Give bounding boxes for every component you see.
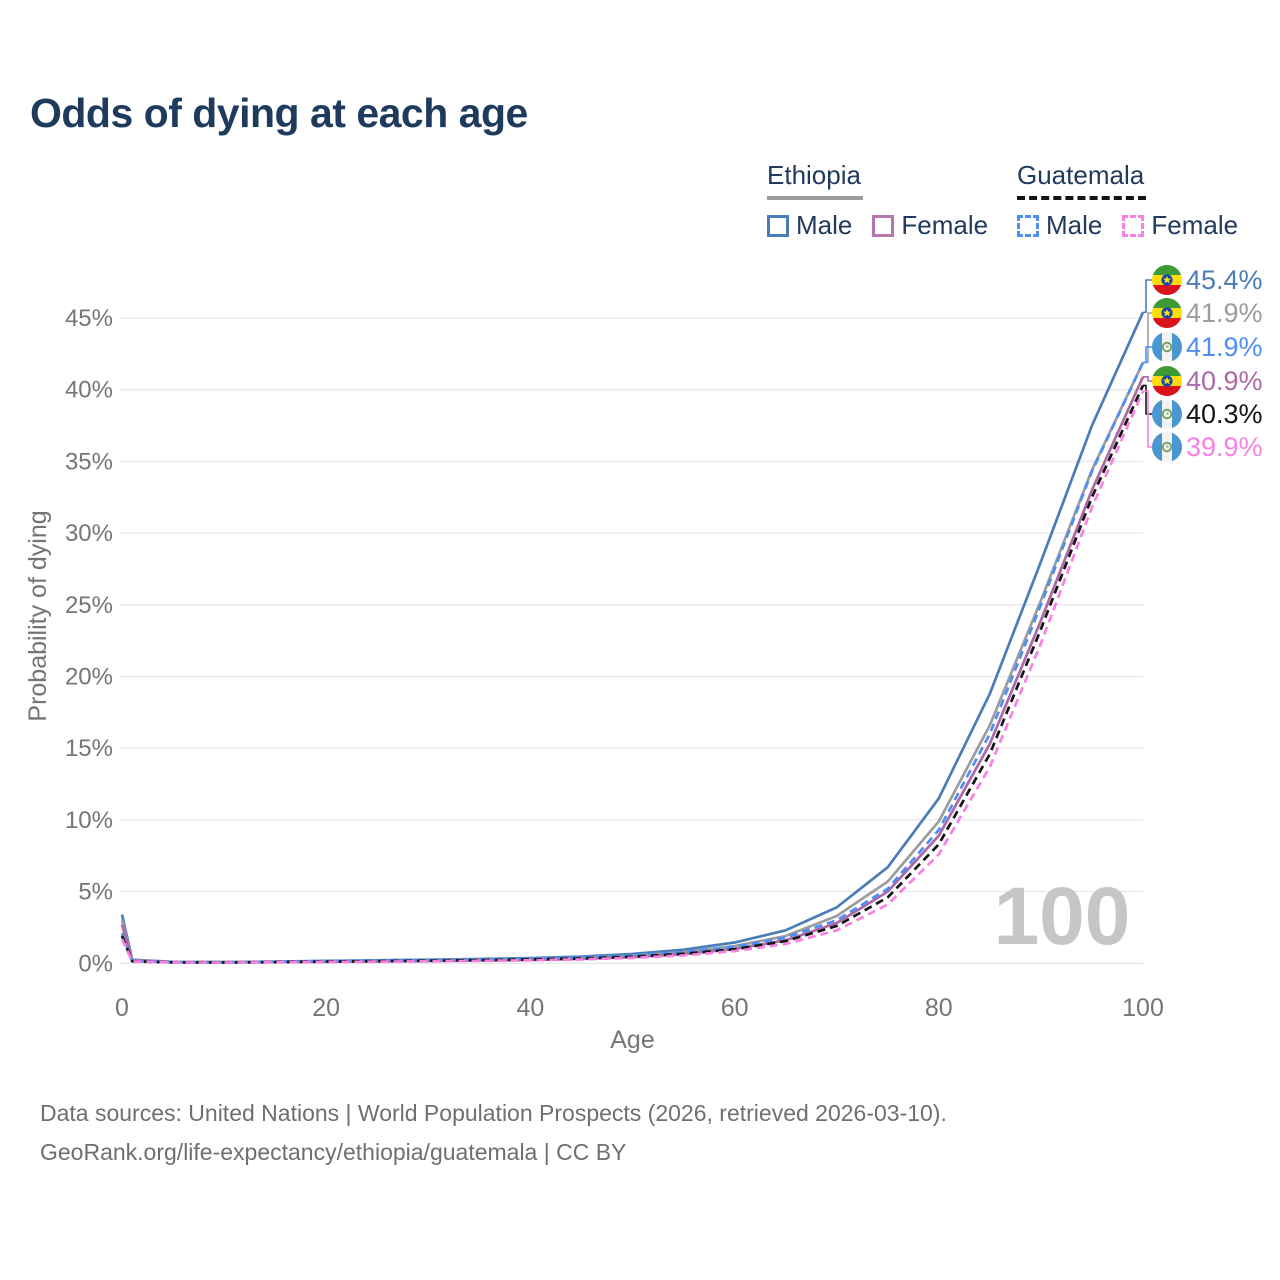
y-tick-label: 0% [78,950,113,977]
legend-item-guatemala-male[interactable]: Male [1017,210,1102,241]
x-axis-title: Age [610,1026,654,1054]
x-tick-label: 80 [925,994,953,1022]
end-label-connector-ethiopia-female [1143,375,1152,382]
y-tick-label: 45% [65,305,113,332]
legend-item-guatemala-female[interactable]: Female [1122,210,1238,241]
line-swatch-ethiopia-female [872,214,895,237]
line-swatch-ethiopia-male [767,214,789,237]
flag-icon-guatemala [1152,399,1182,429]
series-line-ethiopia-male[interactable] [120,311,1145,964]
legend-label-guatemala-male: Male [1046,210,1103,240]
y-tick-label: 15% [65,735,113,762]
flag-icon-guatemala [1152,332,1182,362]
footer-attribution: GeoRank.org/life-expectancy/ethiopia/gua… [40,1139,627,1165]
series-line-guatemala-both-sexes[interactable] [120,384,1145,964]
y-tick-label: 5% [78,879,113,906]
line-swatch-guatemala-male [1017,214,1039,237]
legend-country-ethiopia[interactable]: Ethiopia [767,160,863,200]
end-label-connector-guatemala-both-sexes [1143,384,1152,415]
legend-item-ethiopia-female[interactable]: Female [872,210,988,241]
x-tick-label: 40 [516,994,544,1022]
end-label-value-guatemala-both-sexes: 40.3% [1186,399,1263,429]
end-label-value-ethiopia-both-sexes: 41.9% [1186,298,1263,328]
y-axis-title: Probability of dying [24,510,52,721]
y-tick-label: 20% [65,664,113,691]
end-label-value-guatemala-female: 39.9% [1186,432,1263,462]
x-tick-label: 0 [115,994,129,1022]
footer-data-sources: Data sources: United Nations | World Pop… [40,1100,947,1126]
x-tick-label: 100 [1122,994,1164,1022]
end-label-value-guatemala-male: 41.9% [1186,332,1263,362]
flag-icon-ethiopia [1152,265,1182,295]
series-line-ethiopia-female[interactable] [120,376,1145,964]
legend-label-ethiopia-female: Female [901,210,989,240]
flag-icon-guatemala [1152,432,1182,462]
legend-label-ethiopia-male: Male [796,210,853,240]
y-tick-label: 30% [65,520,113,547]
end-label-value-ethiopia-female: 40.9% [1186,366,1263,396]
age-watermark: 100 [994,871,1131,962]
legend-group-ethiopia: Ethiopia Male Female [767,160,988,241]
y-tick-label: 40% [65,377,113,404]
x-tick-label: 20 [312,994,340,1022]
series-line-guatemala-male[interactable] [120,361,1145,964]
y-tick-label: 10% [65,807,113,834]
x-tick-label: 60 [721,994,749,1022]
flag-icon-ethiopia [1152,298,1182,328]
y-tick-label: 35% [65,448,113,475]
flag-icon-ethiopia [1152,366,1182,396]
page-title: Odds of dying at each age [30,90,528,136]
end-label-connector-guatemala-female [1143,390,1152,448]
y-tick-label: 25% [65,592,113,619]
legend-label-guatemala-female: Female [1151,210,1239,240]
series-line-ethiopia-both-sexes[interactable] [120,361,1145,964]
legend-group-guatemala: Guatemala Male Female [1017,160,1238,241]
end-label-value-ethiopia-male: 45.4% [1186,265,1263,295]
end-label-connector-guatemala-male [1143,346,1152,364]
line-swatch-guatemala-female [1122,214,1145,237]
end-label-connector-ethiopia-male [1143,279,1152,314]
legend-item-ethiopia-male[interactable]: Male [767,210,852,241]
legend-country-guatemala[interactable]: Guatemala [1017,160,1147,200]
end-label-connector-ethiopia-both-sexes [1143,312,1152,364]
series-line-guatemala-female[interactable] [120,390,1145,964]
